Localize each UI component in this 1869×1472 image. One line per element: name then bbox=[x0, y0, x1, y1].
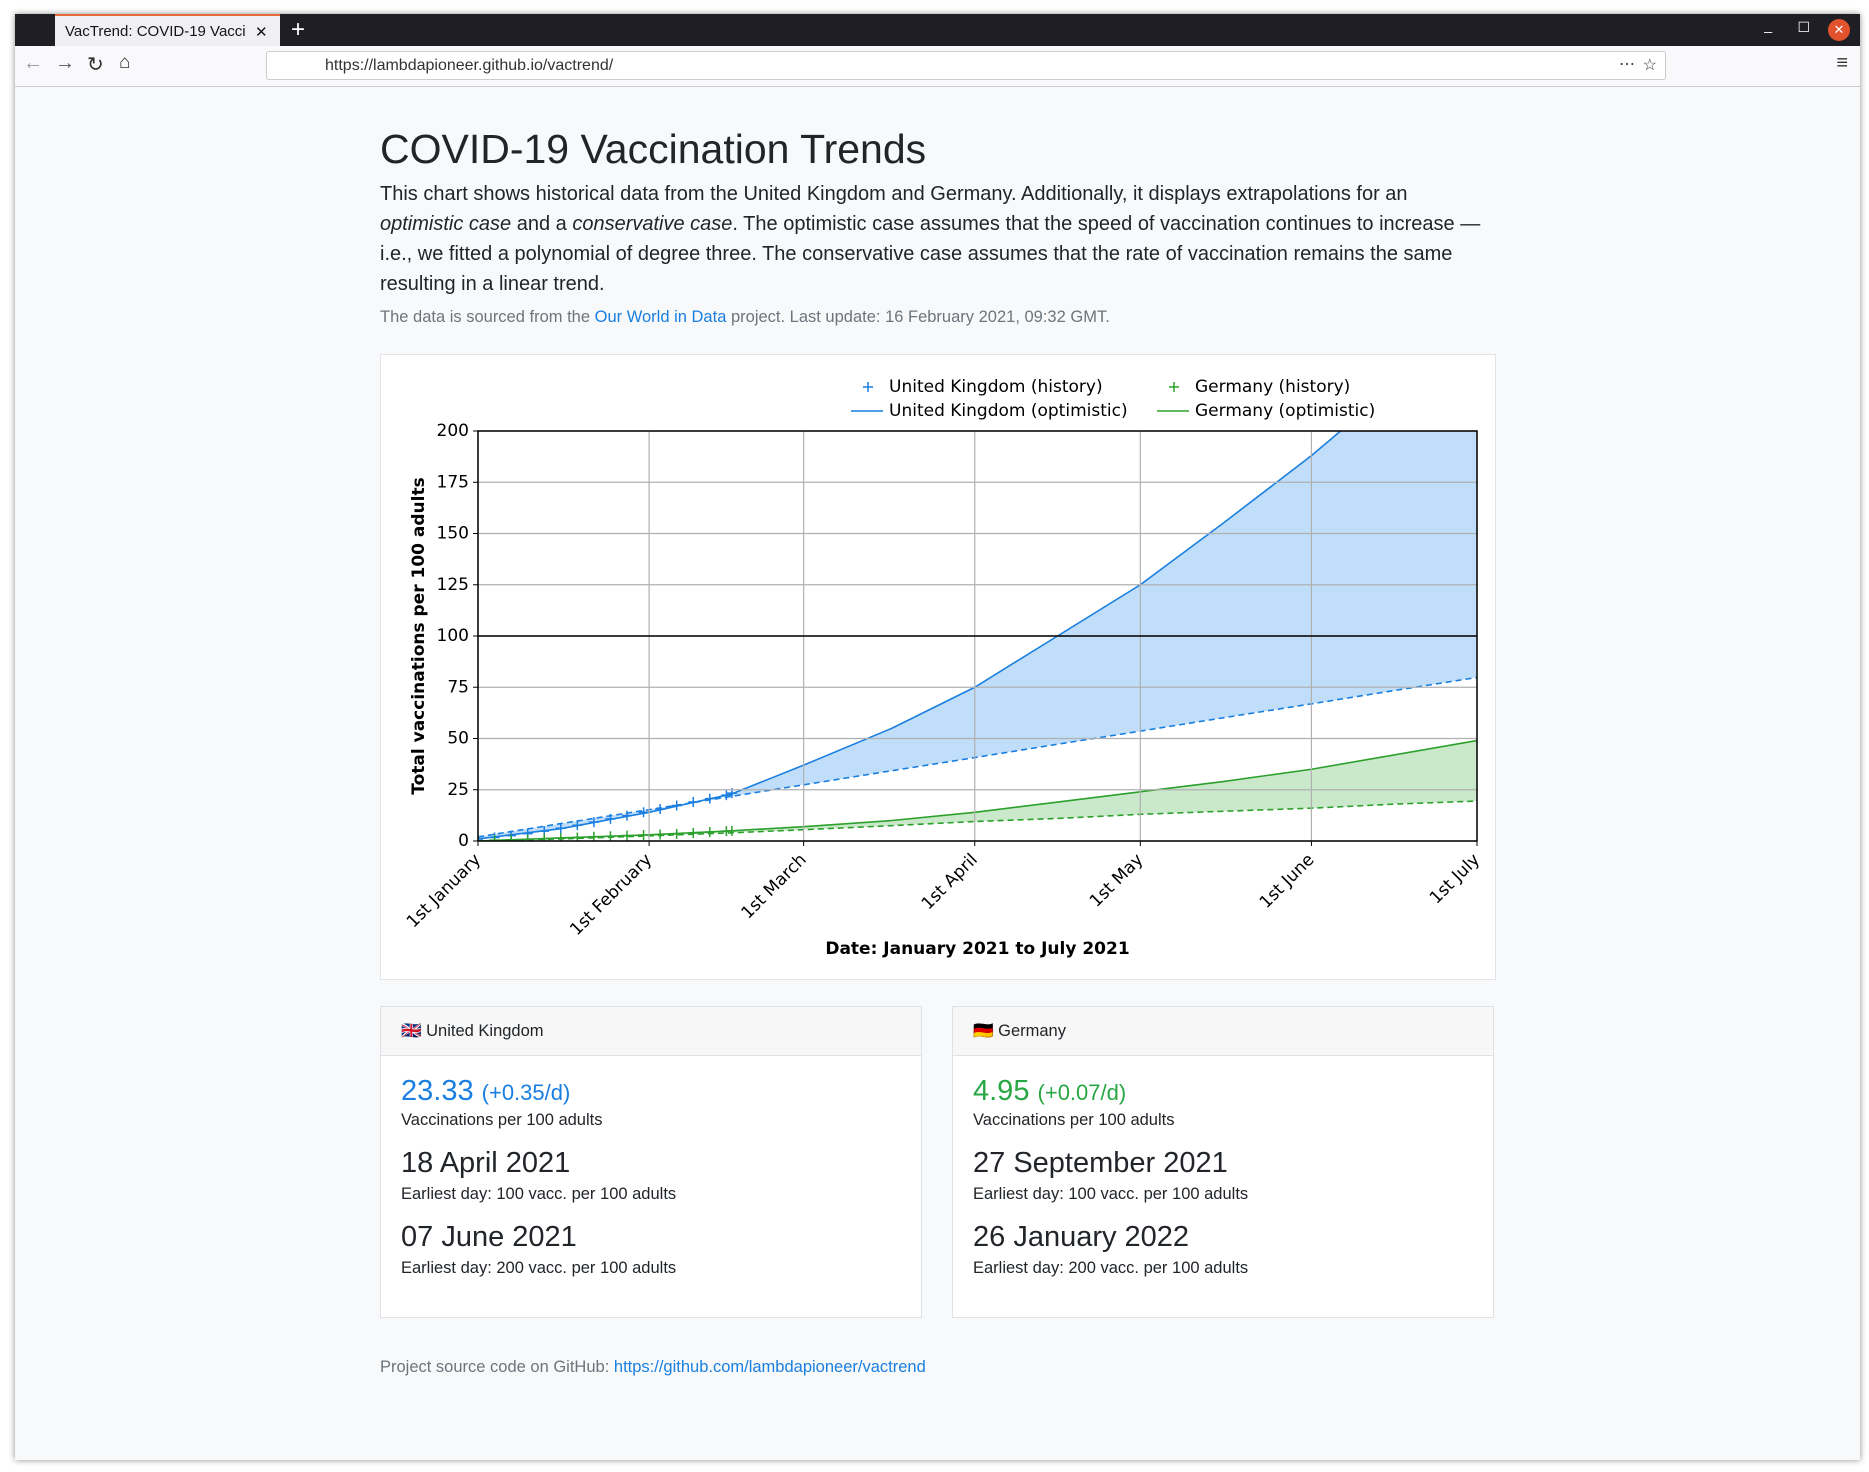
y-tick-label: 25 bbox=[447, 780, 469, 800]
bookmark[interactable]: ☆ bbox=[1642, 57, 1657, 74]
y-tick-label: 75 bbox=[447, 677, 469, 697]
emphasis: optimistic case bbox=[380, 213, 512, 235]
chart: 1st January 1st February 1st March 1st Apri… bbox=[403, 377, 1484, 959]
x-tick-label: 1st June bbox=[1256, 850, 1319, 913]
x-tick-label: 1st May bbox=[1086, 850, 1147, 911]
x-tick-label: 1st February bbox=[566, 850, 656, 940]
rate: (+0.35/d) bbox=[481, 1080, 571, 1105]
legend-label: United Kingdom (optimistic) bbox=[889, 401, 1128, 421]
url: https://lambdapioneer.github.io/vactrend… bbox=[325, 57, 614, 74]
minimize[interactable]: _ bbox=[1764, 17, 1772, 33]
x-tick-label: 1st April bbox=[918, 850, 982, 914]
text: and a bbox=[516, 213, 567, 235]
legend-marker bbox=[863, 382, 873, 392]
card-header: 🇩🇪 Germany bbox=[953, 1007, 1493, 1056]
new-tab[interactable]: + bbox=[291, 16, 306, 43]
date-100: 27 September 2021 bbox=[973, 1147, 1228, 1179]
rate: (+0.07/d) bbox=[1037, 1080, 1127, 1105]
reload[interactable]: ↻ bbox=[87, 54, 104, 76]
emphasis: conservative case bbox=[572, 213, 733, 235]
menu-dots[interactable]: ⋯ bbox=[1619, 56, 1635, 73]
legend-label: Germany (history) bbox=[1195, 377, 1350, 397]
country-card: 🇩🇪 Germany 4.95 (+0.07/d) Vaccinations per… bbox=[952, 1006, 1494, 1318]
y-tick-label: 200 bbox=[437, 421, 469, 441]
browser-window: VacTrend: COVID-19 Vaccina ✕ + ✕ ☐ _ ← → … bbox=[15, 14, 1860, 1460]
forward[interactable]: → bbox=[55, 52, 75, 74]
caption: Earliest day: 200 vacc. per 100 adults bbox=[973, 1259, 1249, 1277]
legend-label: Germany (optimistic) bbox=[1195, 401, 1375, 421]
caption: Vaccinations per 100 adults bbox=[401, 1111, 603, 1129]
legend-label: United Kingdom (history) bbox=[889, 377, 1103, 397]
text: This chart shows historical data from th… bbox=[380, 183, 1408, 205]
value: 4.95 bbox=[973, 1075, 1030, 1107]
caption: Vaccinations per 100 adults bbox=[973, 1111, 1175, 1129]
back[interactable]: ← bbox=[23, 52, 43, 74]
link[interactable]: Our World in Data bbox=[594, 308, 727, 326]
y-tick-label: 150 bbox=[437, 524, 469, 544]
y-axis-label: Total vaccinations per 100 adults bbox=[409, 477, 429, 794]
x-tick-label: 1st January bbox=[403, 850, 485, 932]
date-200: 26 January 2022 bbox=[973, 1221, 1190, 1253]
text: project. Last update: 16 February 2021, … bbox=[730, 308, 1110, 326]
value: 23.33 bbox=[401, 1075, 474, 1107]
text: Project source code on GitHub: bbox=[380, 1358, 610, 1376]
current-value: 4.95 (+0.07/d) bbox=[973, 1075, 1126, 1108]
text: . The optimistic case assumes that the s… bbox=[380, 213, 1481, 295]
y-tick-label: 125 bbox=[437, 575, 469, 595]
country-card: 🇬🇧 United Kingdom 23.33 (+0.35/d) Vaccinat… bbox=[380, 1006, 922, 1318]
link[interactable]: https://github.com/lambdapioneer/vactren… bbox=[613, 1358, 926, 1376]
card-header: 🇬🇧 United Kingdom bbox=[381, 1007, 921, 1056]
url-bar[interactable]: https://lambdapioneer.github.io/vactrend… bbox=[266, 51, 1666, 80]
x-tick-label: 1st March bbox=[737, 850, 810, 923]
x-axis-label: Date: January 2021 to July 2021 bbox=[825, 939, 1129, 959]
maximize[interactable]: ☐ bbox=[1797, 19, 1810, 35]
x-tick-label: 1st July bbox=[1426, 850, 1484, 908]
tab[interactable]: VacTrend: COVID-19 Vaccina ✕ bbox=[55, 14, 280, 46]
plot-frame bbox=[477, 430, 1478, 842]
tab-title: VacTrend: COVID-19 Vaccina bbox=[65, 23, 245, 40]
source: The data is sourced from the Our World i… bbox=[380, 308, 1110, 327]
date-100: 18 April 2021 bbox=[401, 1147, 571, 1179]
tab-bar: VacTrend: COVID-19 Vaccina ✕ + ✕ ☐ _ bbox=[15, 14, 1860, 46]
close-window[interactable]: ✕ bbox=[1828, 19, 1850, 41]
nav-bar: ← → ↻ ⌂ https://lambdapioneer.github.io/… bbox=[15, 46, 1860, 87]
menu[interactable]: ≡ bbox=[1836, 52, 1848, 74]
legend-marker bbox=[1169, 382, 1179, 392]
caption: Earliest day: 200 vacc. per 100 adults bbox=[401, 1259, 677, 1277]
home[interactable]: ⌂ bbox=[119, 52, 131, 73]
current-value: 23.33 (+0.35/d) bbox=[401, 1075, 570, 1108]
y-tick-label: 100 bbox=[437, 626, 469, 646]
y-tick-label: 175 bbox=[437, 472, 469, 492]
page-title: COVID-19 Vaccination Trends bbox=[380, 126, 927, 172]
date-200: 07 June 2021 bbox=[401, 1221, 577, 1253]
text: The data is sourced from the bbox=[380, 308, 591, 326]
y-tick-label: 50 bbox=[447, 729, 469, 749]
chart-card: 1st January 1st February 1st March 1st Apri… bbox=[380, 354, 1496, 980]
tab-close[interactable]: ✕ bbox=[255, 24, 268, 41]
caption: Earliest day: 100 vacc. per 100 adults bbox=[401, 1185, 677, 1203]
footer: Project source code on GitHub: https://g… bbox=[380, 1358, 926, 1377]
caption: Earliest day: 100 vacc. per 100 adults bbox=[973, 1185, 1249, 1203]
intro: This chart shows historical data from th… bbox=[380, 179, 1496, 299]
band-fill bbox=[478, 740, 1477, 841]
y-tick-label: 0 bbox=[458, 831, 469, 851]
